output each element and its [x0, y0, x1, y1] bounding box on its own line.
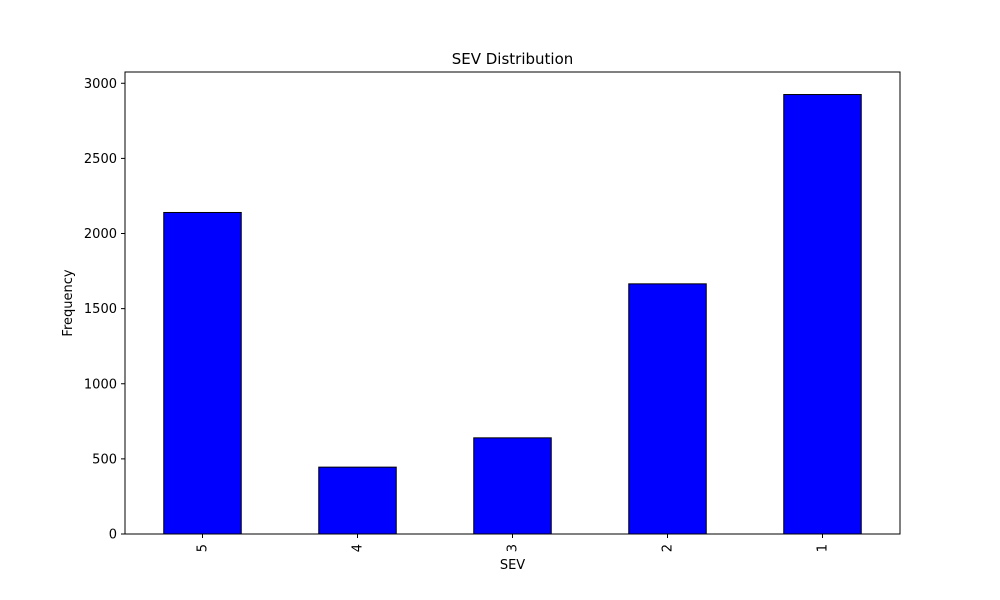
x-tick-label: 5 [196, 544, 211, 552]
x-axis-label: SEV [500, 558, 525, 573]
x-tick-label: 4 [351, 544, 366, 552]
y-tick-label: 2500 [84, 152, 117, 167]
y-tick-label: 1500 [84, 302, 117, 317]
y-tick-label: 0 [109, 528, 117, 543]
y-tick-label: 2000 [84, 227, 117, 242]
x-tick-label: 1 [816, 544, 831, 552]
bar-3 [473, 437, 552, 535]
plot-frame [124, 71, 901, 535]
x-tick-label: 3 [506, 544, 521, 552]
y-axis: 0 500 1000 1500 2000 2500 3000 [84, 77, 125, 543]
x-tick-label: 2 [661, 544, 676, 552]
bar-2 [628, 283, 707, 535]
y-tick-label: 1000 [84, 377, 117, 392]
y-tick-label: 500 [92, 452, 117, 467]
y-axis-label: Frequency [61, 269, 76, 336]
bar-4 [318, 466, 397, 535]
bar-5 [163, 211, 242, 535]
bars-group [163, 94, 862, 535]
y-tick-label: 3000 [84, 77, 117, 92]
chart-title: SEV Distribution [452, 50, 574, 68]
bar-1 [783, 94, 862, 535]
x-axis: 5 4 3 2 1 [196, 534, 831, 552]
